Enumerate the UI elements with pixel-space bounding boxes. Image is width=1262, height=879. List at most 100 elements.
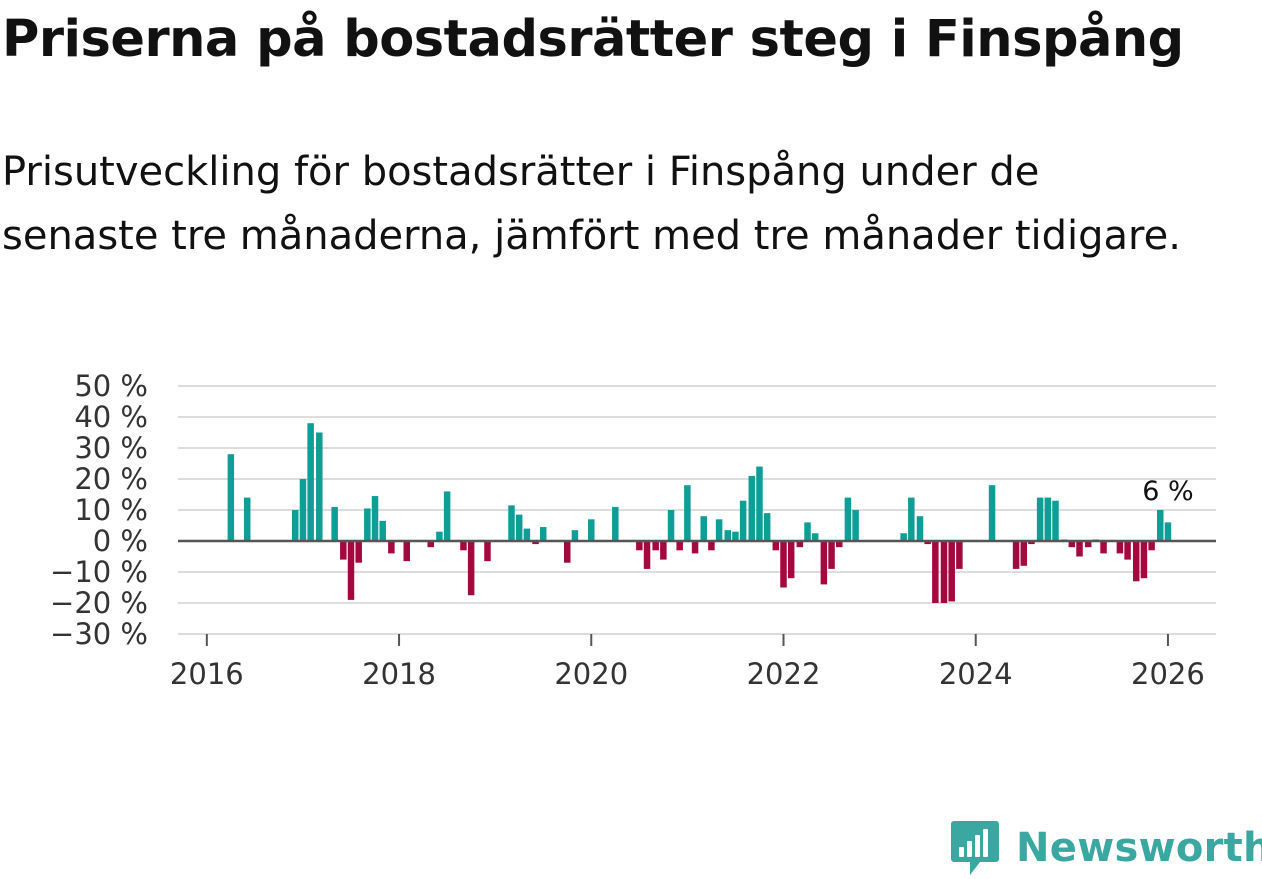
- y-tick-label: −20 %: [50, 586, 148, 620]
- bar: [1148, 541, 1155, 551]
- newsworthy-logo: Newsworthy: [950, 818, 1262, 878]
- bar: [724, 530, 732, 541]
- bar: [427, 541, 435, 548]
- bar: [1116, 541, 1124, 554]
- bar: [347, 541, 355, 600]
- bar: [643, 541, 651, 569]
- bar: [932, 541, 939, 603]
- bar: [652, 541, 659, 551]
- bar: [388, 541, 395, 554]
- x-tick-label: 2016: [170, 657, 244, 691]
- bar: [787, 541, 795, 579]
- bar: [684, 485, 691, 541]
- bar: [564, 541, 571, 563]
- bar: [484, 541, 491, 562]
- bar: [667, 510, 675, 541]
- bar: [1012, 541, 1020, 569]
- y-tick-label: 20 %: [74, 462, 148, 496]
- y-tick-label: −10 %: [50, 555, 148, 589]
- bar: [1028, 541, 1035, 545]
- bar: [708, 541, 715, 551]
- bar: [636, 541, 643, 551]
- y-tick-label: 30 %: [74, 431, 148, 465]
- bar: [307, 423, 314, 541]
- bar: [732, 531, 739, 541]
- bar: [299, 479, 307, 541]
- bar: [515, 514, 523, 541]
- bar: [443, 491, 451, 541]
- x-axis-labels: 2016 2018 2020 2022 2024 2026: [170, 634, 1205, 691]
- bar: [371, 496, 379, 541]
- bar: [780, 541, 787, 588]
- bar: [508, 505, 515, 541]
- y-tick-label: 10 %: [74, 493, 148, 527]
- bar: [1068, 541, 1076, 548]
- bar: [571, 530, 579, 541]
- brand-name: Newsworthy: [1016, 825, 1262, 871]
- bar: [852, 510, 859, 541]
- bar: [1084, 541, 1092, 548]
- bar: [691, 541, 699, 554]
- bar: [316, 432, 323, 541]
- bar: [588, 519, 595, 541]
- bar: [956, 541, 963, 569]
- bar: [739, 500, 747, 541]
- chart-title: Priserna på bostadsrätter steg i Finspån…: [2, 10, 1184, 69]
- bar: [676, 541, 683, 551]
- bar: [820, 541, 828, 585]
- x-tick-label: 2022: [747, 657, 821, 691]
- bar: [748, 475, 756, 541]
- bar: [948, 541, 955, 602]
- y-tick-label: 40 %: [74, 400, 148, 434]
- bar: [523, 528, 531, 541]
- bar: [1076, 541, 1083, 557]
- y-axis-labels: 50 %40 %30 %20 %10 %0 %−10 %−20 %−30 %: [50, 369, 148, 651]
- bar: [436, 531, 443, 541]
- bar: [1157, 510, 1164, 541]
- bar: [292, 510, 299, 541]
- x-tick-label: 2024: [939, 657, 1013, 691]
- y-tick-label: 0 %: [93, 524, 148, 558]
- bar: [1164, 522, 1172, 541]
- bar: [908, 497, 915, 541]
- bar: [379, 520, 386, 541]
- x-tick-label: 2026: [1131, 657, 1205, 691]
- bar: [1124, 541, 1131, 560]
- chart-subtitle: Prisutveckling för bostadsrätter i Finsp…: [2, 149, 1181, 259]
- bar: [916, 516, 924, 541]
- bar: [460, 541, 467, 551]
- bar: [1044, 497, 1052, 541]
- bar: [331, 506, 338, 541]
- bar: [532, 541, 539, 545]
- bar: [940, 541, 948, 603]
- bar: [756, 466, 763, 541]
- bar: [1100, 541, 1107, 554]
- bar: [796, 541, 804, 548]
- bar: [227, 454, 235, 541]
- x-tick-label: 2018: [362, 657, 436, 691]
- bar: [1052, 500, 1059, 541]
- bar: [988, 485, 996, 541]
- bars: [227, 423, 1172, 603]
- bar: [924, 541, 931, 545]
- x-tick-label: 2020: [554, 657, 628, 691]
- bar: [340, 541, 347, 560]
- bar: [403, 541, 410, 562]
- bar: [828, 541, 835, 569]
- bar-chart: 50 %40 %30 %20 %10 %0 %−10 %−20 %−30 % 2…: [50, 369, 1216, 691]
- bar: [355, 541, 362, 563]
- y-tick-label: −30 %: [50, 617, 148, 651]
- bar: [700, 516, 707, 541]
- bar: [811, 533, 819, 541]
- bar: [804, 522, 811, 541]
- bar: [612, 506, 619, 541]
- bar: [1132, 541, 1140, 582]
- bar: [364, 508, 371, 541]
- bar: [467, 541, 475, 596]
- latest-value-annotation: 6 %: [1142, 476, 1193, 507]
- bar: [1020, 541, 1028, 566]
- bar: [660, 541, 667, 560]
- bar: [715, 519, 723, 541]
- bar: [539, 527, 547, 541]
- newsworthy-bar-chart-icon: [951, 821, 999, 875]
